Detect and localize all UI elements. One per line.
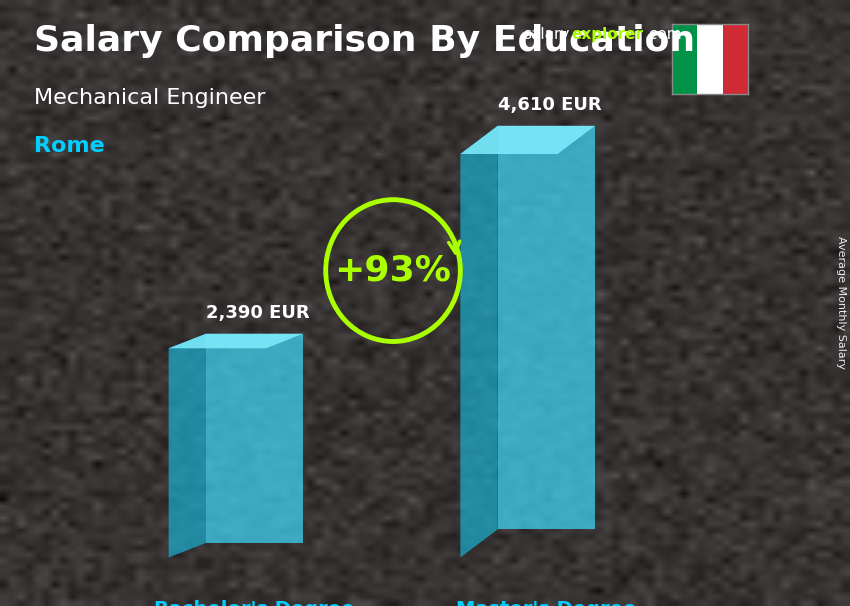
Text: 4,610 EUR: 4,610 EUR [498, 96, 602, 114]
Text: Bachelor's Degree: Bachelor's Degree [155, 600, 355, 606]
Text: Master's Degree: Master's Degree [456, 600, 637, 606]
Polygon shape [168, 334, 303, 348]
Text: .com: .com [644, 27, 682, 42]
Text: 2,390 EUR: 2,390 EUR [206, 304, 309, 322]
Bar [672, 24, 697, 94]
Text: salary: salary [523, 27, 570, 42]
Text: Mechanical Engineer: Mechanical Engineer [34, 88, 265, 108]
Bar [722, 24, 748, 94]
Text: Salary Comparison By Education: Salary Comparison By Education [34, 24, 695, 58]
Polygon shape [206, 334, 303, 543]
Text: +93%: +93% [335, 253, 451, 288]
Text: Average Monthly Salary: Average Monthly Salary [836, 236, 846, 370]
Polygon shape [461, 125, 498, 558]
Polygon shape [461, 125, 595, 154]
Bar [697, 24, 722, 94]
Polygon shape [498, 125, 595, 529]
Text: Rome: Rome [34, 136, 105, 156]
Polygon shape [168, 334, 206, 558]
Text: explorer: explorer [571, 27, 643, 42]
